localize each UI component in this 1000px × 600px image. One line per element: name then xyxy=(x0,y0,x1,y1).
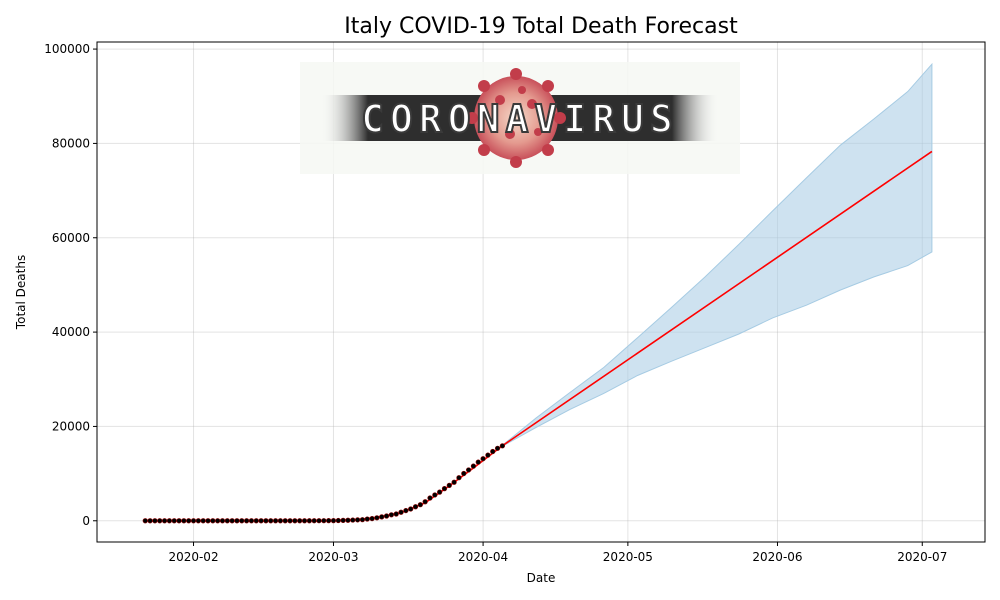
observed-point xyxy=(234,518,240,524)
observed-point xyxy=(456,475,462,481)
observed-point xyxy=(374,515,380,521)
observed-point xyxy=(326,518,332,524)
observed-point xyxy=(451,479,457,485)
x-tick-label: 2020-06 xyxy=(752,550,802,564)
plot-frame xyxy=(96,41,986,543)
observed-point xyxy=(142,518,148,524)
observed-point xyxy=(393,511,399,517)
observed-point xyxy=(311,518,317,524)
observed-point xyxy=(253,518,259,524)
observed-point xyxy=(176,518,182,524)
observed-point xyxy=(157,518,163,524)
observed-point xyxy=(417,502,423,508)
axes: 2020-02 2020-03 2020-04 2020-05 2020-06 2020-… xyxy=(44,41,986,564)
observed-point xyxy=(292,518,298,524)
virus-icon xyxy=(466,68,566,168)
observed-point xyxy=(147,518,153,524)
observed-point xyxy=(161,518,168,524)
logo-text: CORONAVIRUS xyxy=(361,97,679,141)
observed-point xyxy=(263,518,269,524)
observed-point xyxy=(494,445,501,451)
observed-point xyxy=(321,518,327,524)
observed-point xyxy=(152,518,158,524)
observed-point xyxy=(383,513,390,519)
observed-point xyxy=(403,507,409,514)
observed-point xyxy=(316,518,322,524)
observed-point xyxy=(432,492,438,498)
observed-point xyxy=(297,518,303,524)
observed-point xyxy=(244,518,250,524)
observed-point xyxy=(422,499,428,505)
observed-point xyxy=(272,518,279,524)
observed-points-layer xyxy=(142,443,505,524)
observed-point xyxy=(412,504,419,510)
observed-point xyxy=(171,518,177,524)
observed-point xyxy=(335,517,341,524)
y-axis-label: Total Deaths xyxy=(14,255,28,330)
chart-title: Italy COVID-19 Total Death Forecast xyxy=(344,14,738,39)
observed-point xyxy=(282,518,288,524)
observed-point xyxy=(277,518,283,524)
observed-point xyxy=(350,517,356,523)
observed-point xyxy=(330,518,337,524)
y-tick-label: 80000 xyxy=(52,136,90,150)
confidence-band-layer xyxy=(501,62,933,448)
observed-point xyxy=(200,518,206,524)
observed-point xyxy=(470,463,477,469)
y-tick-label: 20000 xyxy=(52,419,90,433)
observed-point xyxy=(239,518,245,524)
observed-point xyxy=(490,448,496,455)
observed-point xyxy=(499,443,505,449)
observed-point xyxy=(446,482,452,488)
observed-point xyxy=(186,518,192,524)
observed-point xyxy=(475,459,481,465)
observed-point xyxy=(306,518,312,524)
observed-point xyxy=(379,514,385,520)
x-tick-label: 2020-02 xyxy=(168,550,218,564)
observed-point xyxy=(437,489,443,495)
observed-point xyxy=(248,518,255,524)
observed-point xyxy=(166,518,172,524)
observed-point xyxy=(205,518,211,524)
x-tick-label: 2020-05 xyxy=(603,550,653,564)
observed-point xyxy=(258,518,264,524)
x-axis-label: Date xyxy=(527,571,556,585)
x-tick-label: 2020-04 xyxy=(458,550,508,564)
coronavirus-logo: CORONAVIRUS xyxy=(300,62,740,174)
observed-point xyxy=(340,517,346,524)
observed-point xyxy=(359,517,366,523)
observed-point xyxy=(466,467,472,473)
observed-point xyxy=(441,486,448,492)
observed-point xyxy=(181,518,187,524)
observed-point xyxy=(485,452,491,458)
observed-point xyxy=(301,518,308,524)
x-tick-label: 2020-03 xyxy=(308,550,358,564)
x-tick-label: 2020-07 xyxy=(897,550,947,564)
y-tick-label: 40000 xyxy=(52,325,90,339)
y-tick-label: 0 xyxy=(82,514,90,528)
observed-point xyxy=(355,517,361,523)
observed-point xyxy=(215,518,221,524)
observed-point xyxy=(219,518,226,524)
observed-point xyxy=(268,518,274,524)
y-tick-label: 100000 xyxy=(44,42,90,56)
confidence-band xyxy=(501,62,933,448)
observed-point xyxy=(287,518,293,524)
observed-point xyxy=(229,518,235,524)
observed-point xyxy=(369,515,375,522)
observed-point xyxy=(408,506,414,512)
observed-point xyxy=(427,495,433,501)
observed-point xyxy=(190,518,197,524)
observed-point xyxy=(388,512,394,518)
observed-point xyxy=(345,517,351,523)
observed-point xyxy=(364,516,370,522)
observed-point xyxy=(210,518,216,524)
observed-point xyxy=(461,470,467,477)
y-tick-label: 60000 xyxy=(52,231,90,245)
observed-point xyxy=(398,509,404,515)
observed-point xyxy=(224,518,230,524)
observed-point xyxy=(480,456,486,462)
observed-point xyxy=(195,518,201,524)
